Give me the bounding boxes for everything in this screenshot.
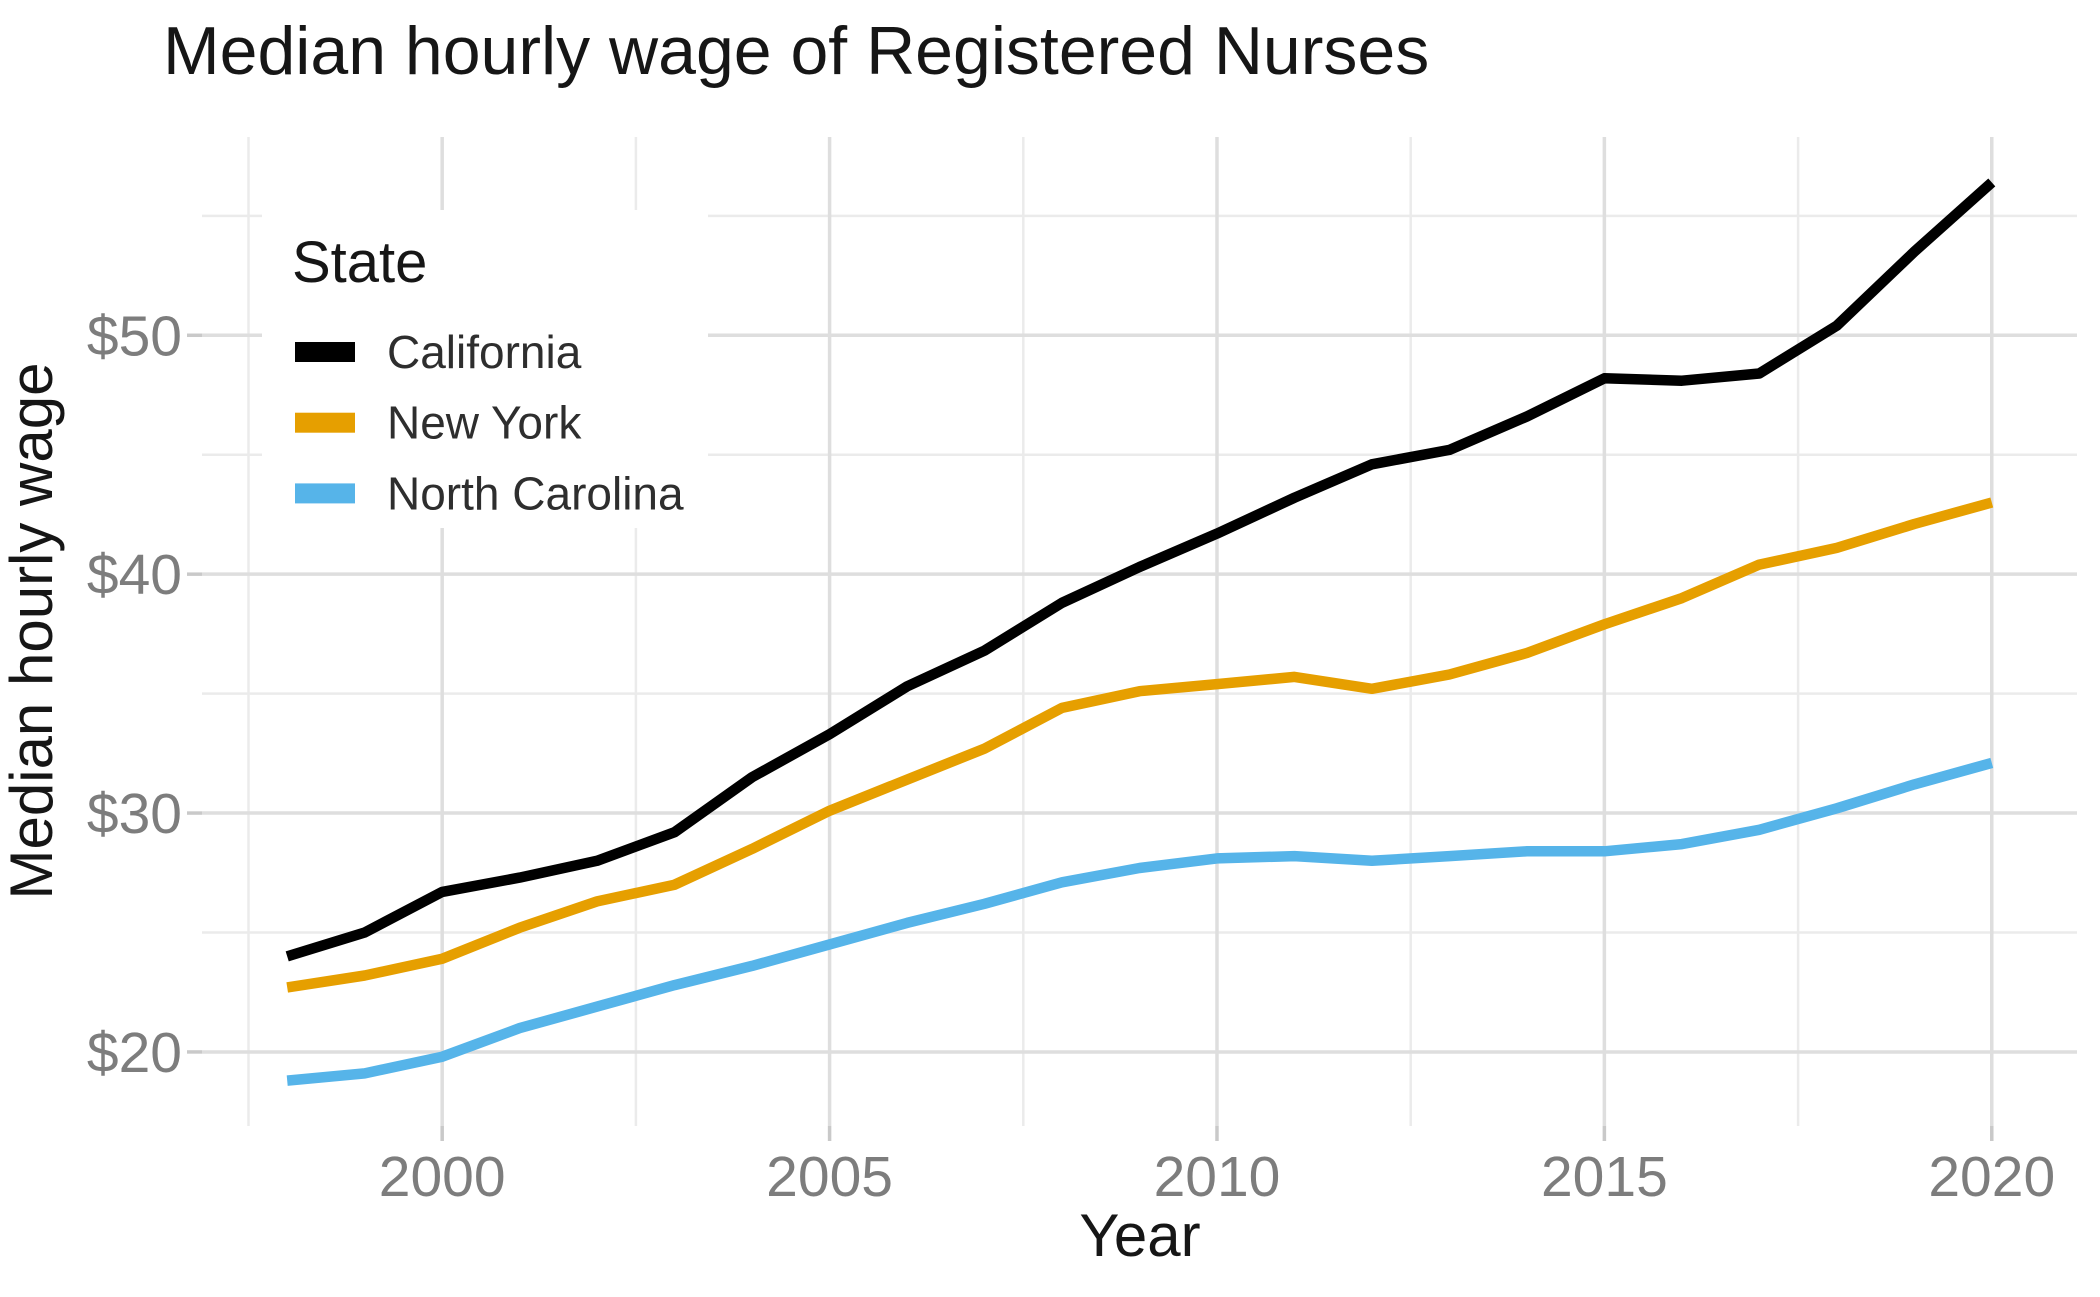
legend-label-california: California bbox=[387, 326, 582, 378]
x-axis-tick-label: 2015 bbox=[1541, 1145, 1668, 1209]
x-axis-tick-label: 2020 bbox=[1928, 1145, 2055, 1209]
y-axis-tick-label: $20 bbox=[87, 1021, 182, 1085]
x-axis-tick-label: 2005 bbox=[766, 1145, 893, 1209]
gridlines-major bbox=[202, 137, 2077, 1126]
y-axis-tick-labels: $20 $30 $40 $50 bbox=[87, 304, 182, 1085]
x-axis-tick-labels: 2000 2005 2010 2015 2020 bbox=[379, 1145, 2055, 1209]
legend-background bbox=[262, 210, 708, 528]
legend-swatch-north-carolina bbox=[295, 483, 355, 504]
chart-title: Median hourly wage of Registered Nurses bbox=[163, 13, 1429, 89]
legend-items: California New York North Carolina bbox=[295, 326, 684, 519]
x-axis-title: Year bbox=[1079, 1202, 1200, 1269]
line-new-york bbox=[286, 497, 1994, 993]
line-north-carolina bbox=[286, 757, 1994, 1086]
legend-title: State bbox=[292, 230, 427, 295]
axis-tick-marks bbox=[187, 333, 1994, 1141]
y-axis-tick-label: $40 bbox=[87, 543, 182, 607]
legend-swatch-california bbox=[295, 342, 355, 362]
legend-swatch-new-york bbox=[295, 412, 355, 433]
y-axis-title: Median hourly wage bbox=[0, 363, 65, 900]
legend-label-north-carolina: North Carolina bbox=[387, 467, 684, 519]
x-axis-tick-label: 2000 bbox=[379, 1145, 506, 1209]
data-series-lines bbox=[285, 178, 1996, 1086]
y-axis-tick-label: $50 bbox=[87, 304, 182, 368]
y-axis-tick-label: $30 bbox=[87, 782, 182, 846]
legend-label-new-york: New York bbox=[387, 397, 582, 449]
line-california bbox=[285, 178, 1996, 962]
legend: State California New York North Carolina bbox=[262, 210, 708, 528]
x-axis-tick-label: 2010 bbox=[1154, 1145, 1281, 1209]
